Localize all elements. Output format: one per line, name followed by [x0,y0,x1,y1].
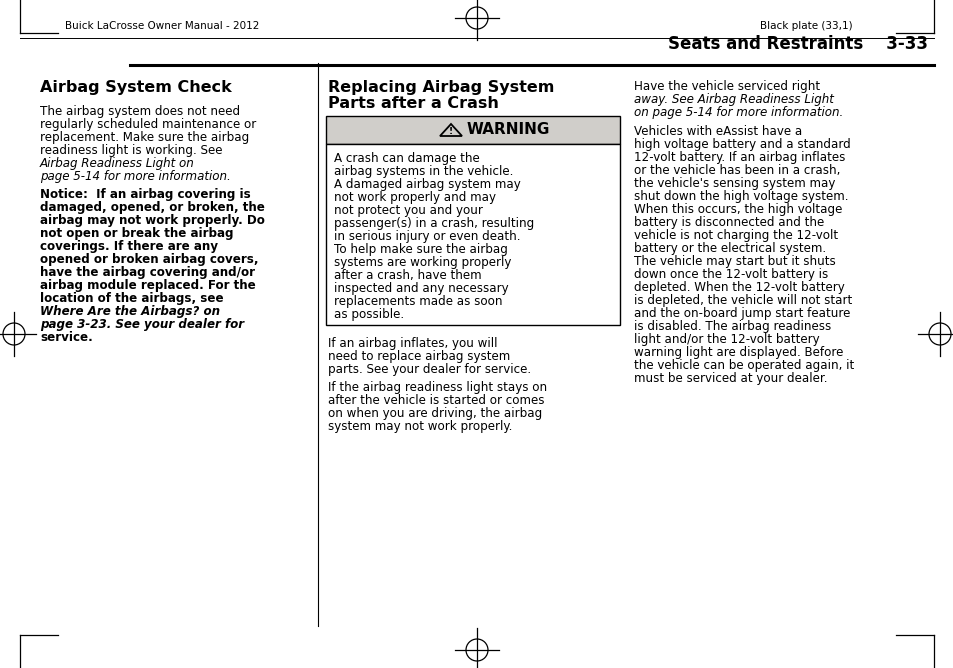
Text: warning light are displayed. Before: warning light are displayed. Before [634,346,842,359]
Text: coverings. If there are any: coverings. If there are any [40,240,218,253]
Text: page 3-23. See your dealer for: page 3-23. See your dealer for [40,318,244,331]
Text: Black plate (33,1): Black plate (33,1) [760,21,852,31]
Text: is depleted, the vehicle will not start: is depleted, the vehicle will not start [634,294,851,307]
Text: Buick LaCrosse Owner Manual - 2012: Buick LaCrosse Owner Manual - 2012 [65,21,259,31]
Text: vehicle is not charging the 12-volt: vehicle is not charging the 12-volt [634,229,838,242]
Text: after a crash, have them: after a crash, have them [334,269,481,282]
Text: light and/or the 12-volt battery: light and/or the 12-volt battery [634,333,819,346]
Text: need to replace airbag system: need to replace airbag system [328,350,510,363]
Text: page 5-14 for more information.: page 5-14 for more information. [40,170,231,183]
Text: replacements made as soon: replacements made as soon [334,295,502,308]
Text: The vehicle may start but it shuts: The vehicle may start but it shuts [634,255,835,268]
Text: Have the vehicle serviced right: Have the vehicle serviced right [634,80,820,93]
Text: Airbag Readiness Light on: Airbag Readiness Light on [40,157,194,170]
Text: must be serviced at your dealer.: must be serviced at your dealer. [634,372,826,385]
Text: battery is disconnected and the: battery is disconnected and the [634,216,823,229]
Text: or the vehicle has been in a crash,: or the vehicle has been in a crash, [634,164,840,177]
Text: replacement. Make sure the airbag: replacement. Make sure the airbag [40,131,249,144]
Text: depleted. When the 12-volt battery: depleted. When the 12-volt battery [634,281,843,294]
Text: high voltage battery and a standard: high voltage battery and a standard [634,138,850,151]
Text: away. See Airbag Readiness Light: away. See Airbag Readiness Light [634,93,833,106]
Text: damaged, opened, or broken, the: damaged, opened, or broken, the [40,201,265,214]
Text: Airbag System Check: Airbag System Check [40,80,232,95]
Text: Parts after a Crash: Parts after a Crash [328,96,498,111]
Text: after the vehicle is started or comes: after the vehicle is started or comes [328,394,544,407]
Bar [326,116,619,144]
Text: Seats and Restraints    3-33: Seats and Restraints 3-33 [667,35,927,53]
Text: Notice:  If an airbag covering is: Notice: If an airbag covering is [40,188,251,201]
Text: If the airbag readiness light stays on: If the airbag readiness light stays on [328,381,547,394]
Text: have the airbag covering and/or: have the airbag covering and/or [40,266,254,279]
Text: down once the 12-volt battery is: down once the 12-volt battery is [634,268,827,281]
Text: Replacing Airbag System: Replacing Airbag System [328,80,554,95]
Text: systems are working properly: systems are working properly [334,256,511,269]
Text: To help make sure the airbag: To help make sure the airbag [334,243,507,256]
Text: on page 5-14 for more information.: on page 5-14 for more information. [634,106,842,119]
Text: WARNING: WARNING [467,122,550,138]
Text: and the on-board jump start feature: and the on-board jump start feature [634,307,849,320]
Text: passenger(s) in a crash, resulting: passenger(s) in a crash, resulting [334,217,534,230]
Text: airbag may not work properly. Do: airbag may not work properly. Do [40,214,265,227]
Bar [326,144,619,325]
Text: If an airbag inflates, you will: If an airbag inflates, you will [328,337,497,350]
Text: 12-volt battery. If an airbag inflates: 12-volt battery. If an airbag inflates [634,151,844,164]
Text: readiness light is working. See: readiness light is working. See [40,144,222,157]
Text: regularly scheduled maintenance or: regularly scheduled maintenance or [40,118,256,131]
Text: airbag systems in the vehicle.: airbag systems in the vehicle. [334,165,513,178]
Text: shut down the high voltage system.: shut down the high voltage system. [634,190,847,203]
Text: not work properly and may: not work properly and may [334,191,496,204]
Text: the vehicle's sensing system may: the vehicle's sensing system may [634,177,835,190]
Text: opened or broken airbag covers,: opened or broken airbag covers, [40,253,258,266]
Text: inspected and any necessary: inspected and any necessary [334,282,508,295]
Text: as possible.: as possible. [334,308,404,321]
Text: !: ! [449,126,453,136]
Text: is disabled. The airbag readiness: is disabled. The airbag readiness [634,320,830,333]
Text: not protect you and your: not protect you and your [334,204,482,217]
Text: A crash can damage the: A crash can damage the [334,152,479,165]
Text: in serious injury or even death.: in serious injury or even death. [334,230,520,243]
Text: not open or break the airbag: not open or break the airbag [40,227,233,240]
Text: airbag module replaced. For the: airbag module replaced. For the [40,279,255,292]
Text: on when you are driving, the airbag: on when you are driving, the airbag [328,407,541,420]
Text: service.: service. [40,331,92,344]
Text: location of the airbags, see: location of the airbags, see [40,292,223,305]
Text: A damaged airbag system may: A damaged airbag system may [334,178,520,191]
Text: When this occurs, the high voltage: When this occurs, the high voltage [634,203,841,216]
Text: Vehicles with eAssist have a: Vehicles with eAssist have a [634,125,801,138]
Text: Where Are the Airbags? on: Where Are the Airbags? on [40,305,220,318]
Text: battery or the electrical system.: battery or the electrical system. [634,242,825,255]
Text: The airbag system does not need: The airbag system does not need [40,105,240,118]
Text: parts. See your dealer for service.: parts. See your dealer for service. [328,363,531,376]
Text: the vehicle can be operated again, it: the vehicle can be operated again, it [634,359,853,372]
Text: system may not work properly.: system may not work properly. [328,420,512,433]
